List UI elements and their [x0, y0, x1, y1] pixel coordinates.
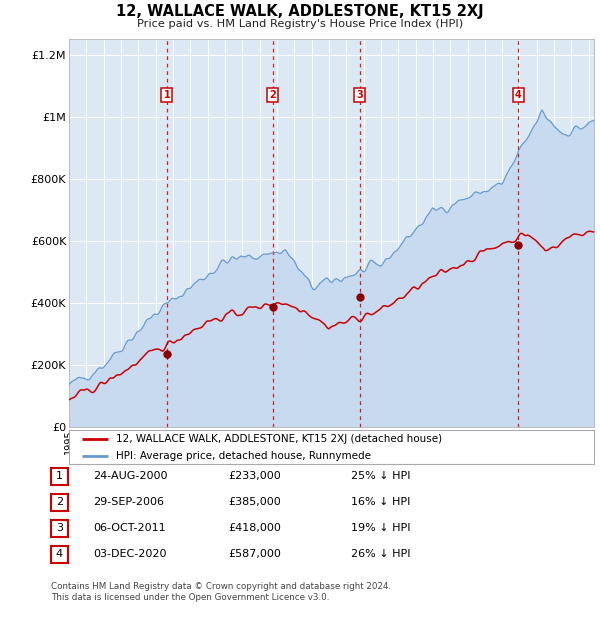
Text: Price paid vs. HM Land Registry's House Price Index (HPI): Price paid vs. HM Land Registry's House …: [137, 19, 463, 29]
Text: 24-AUG-2000: 24-AUG-2000: [93, 471, 167, 481]
Text: £385,000: £385,000: [228, 497, 281, 507]
Text: 19% ↓ HPI: 19% ↓ HPI: [351, 523, 410, 533]
Text: 2: 2: [269, 91, 276, 100]
Text: 4: 4: [56, 549, 63, 559]
Text: Contains HM Land Registry data © Crown copyright and database right 2024.
This d: Contains HM Land Registry data © Crown c…: [51, 582, 391, 603]
Text: 2: 2: [56, 497, 63, 507]
Text: HPI: Average price, detached house, Runnymede: HPI: Average price, detached house, Runn…: [116, 451, 371, 461]
Text: 29-SEP-2006: 29-SEP-2006: [93, 497, 164, 507]
Text: 4: 4: [515, 91, 521, 100]
Text: 1: 1: [164, 91, 170, 100]
Text: 3: 3: [56, 523, 63, 533]
Text: £233,000: £233,000: [228, 471, 281, 481]
Text: 06-OCT-2011: 06-OCT-2011: [93, 523, 166, 533]
Text: 12, WALLACE WALK, ADDLESTONE, KT15 2XJ (detached house): 12, WALLACE WALK, ADDLESTONE, KT15 2XJ (…: [116, 434, 442, 444]
Text: 16% ↓ HPI: 16% ↓ HPI: [351, 497, 410, 507]
Text: 03-DEC-2020: 03-DEC-2020: [93, 549, 167, 559]
Text: 12, WALLACE WALK, ADDLESTONE, KT15 2XJ: 12, WALLACE WALK, ADDLESTONE, KT15 2XJ: [116, 4, 484, 19]
Text: 25% ↓ HPI: 25% ↓ HPI: [351, 471, 410, 481]
Text: £587,000: £587,000: [228, 549, 281, 559]
Text: £418,000: £418,000: [228, 523, 281, 533]
Text: 1: 1: [56, 471, 63, 481]
Text: 3: 3: [356, 91, 363, 100]
Text: 26% ↓ HPI: 26% ↓ HPI: [351, 549, 410, 559]
